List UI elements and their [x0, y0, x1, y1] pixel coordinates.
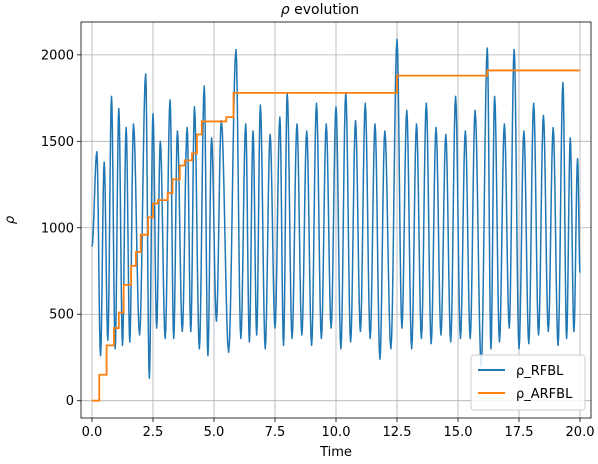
x-tick-label: 5.0 [204, 425, 225, 440]
y-tick-label: 2000 [41, 48, 74, 63]
legend-box [470, 354, 586, 411]
legend: ρ_RFBL ρ_ARFBL [470, 354, 586, 411]
legend-label-arfbl: ρ_ARFBL [516, 387, 573, 402]
x-tick-label: 20.0 [566, 425, 595, 440]
title-text: evolution [290, 2, 360, 18]
x-tick-label: 7.5 [265, 425, 286, 440]
axis-ticks: 0.0 2.5 5.0 7.5 10.0 12.5 15.0 17.5 20.0 0 500 1000… [41, 48, 595, 440]
y-tick-label: 0 [66, 394, 74, 409]
x-tick-label: 2.5 [143, 425, 164, 440]
chart-title: ρ evolution [281, 2, 359, 18]
x-tick-label: 12.5 [383, 425, 412, 440]
x-tick-label: 17.5 [505, 425, 534, 440]
legend-label-rfbl: ρ_RFBL [516, 364, 564, 379]
x-tick-label: 15.0 [444, 425, 473, 440]
x-tick-label: 0.0 [82, 425, 103, 440]
series-line-arfbl [91, 69, 581, 402]
x-axis-label: Time [319, 445, 352, 460]
series-line-rfbl [91, 38, 581, 379]
y-tick-label: 500 [49, 308, 74, 323]
x-tick-label: 10.0 [322, 425, 351, 440]
title-symbol: ρ [281, 2, 290, 18]
y-axis-label: ρ [3, 215, 18, 224]
plot-area [91, 38, 581, 402]
y-tick-label: 1500 [41, 135, 74, 150]
y-tick-label: 1000 [41, 221, 74, 236]
